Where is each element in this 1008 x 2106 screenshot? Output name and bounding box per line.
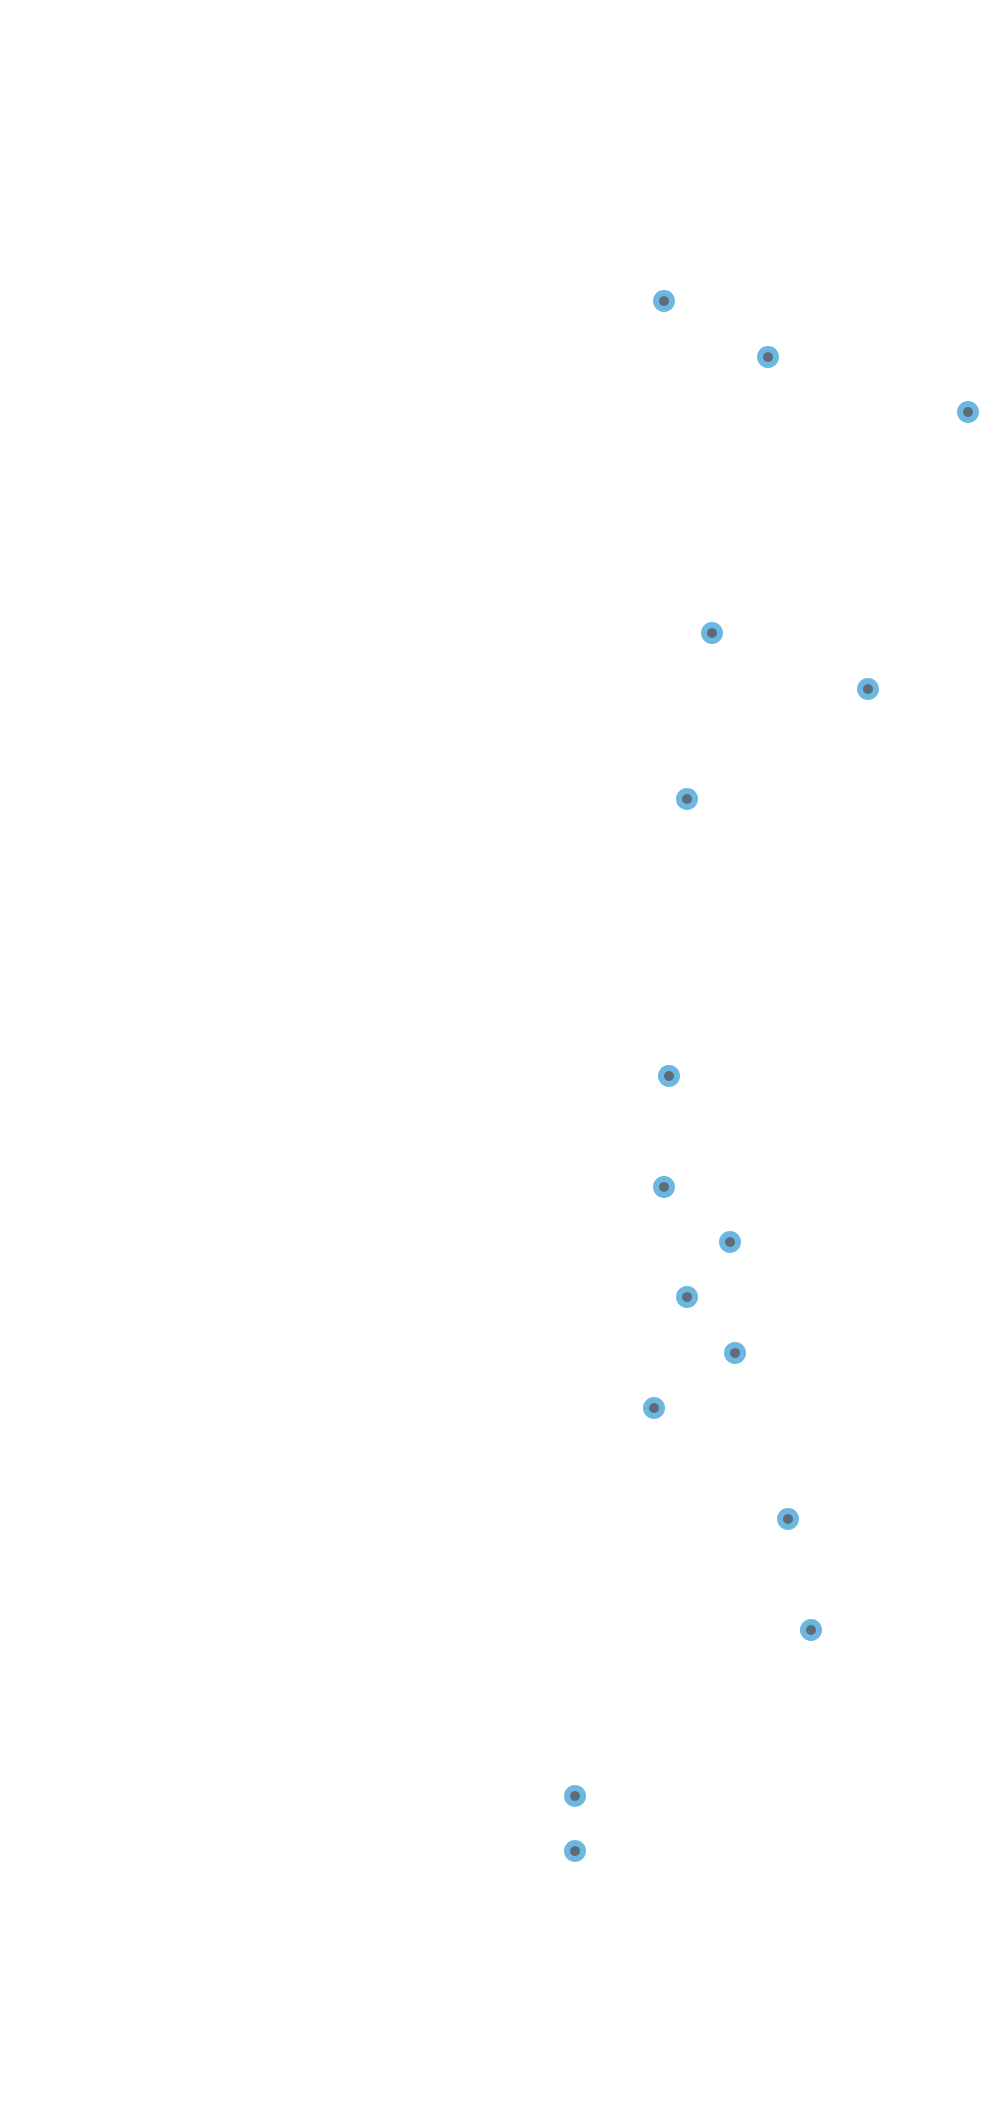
data-point <box>757 346 779 368</box>
data-point <box>653 1176 675 1198</box>
data-point <box>957 401 979 423</box>
data-point <box>564 1785 586 1807</box>
data-point <box>658 1065 680 1087</box>
data-point <box>724 1342 746 1364</box>
data-point <box>777 1508 799 1530</box>
data-point <box>564 1840 586 1862</box>
data-point <box>701 622 723 644</box>
data-point <box>676 1286 698 1308</box>
data-point <box>653 290 675 312</box>
data-point <box>719 1231 741 1253</box>
data-points <box>564 290 979 1862</box>
data-point <box>857 678 879 700</box>
data-point <box>676 788 698 810</box>
data-point <box>800 1619 822 1641</box>
data-point <box>643 1397 665 1419</box>
